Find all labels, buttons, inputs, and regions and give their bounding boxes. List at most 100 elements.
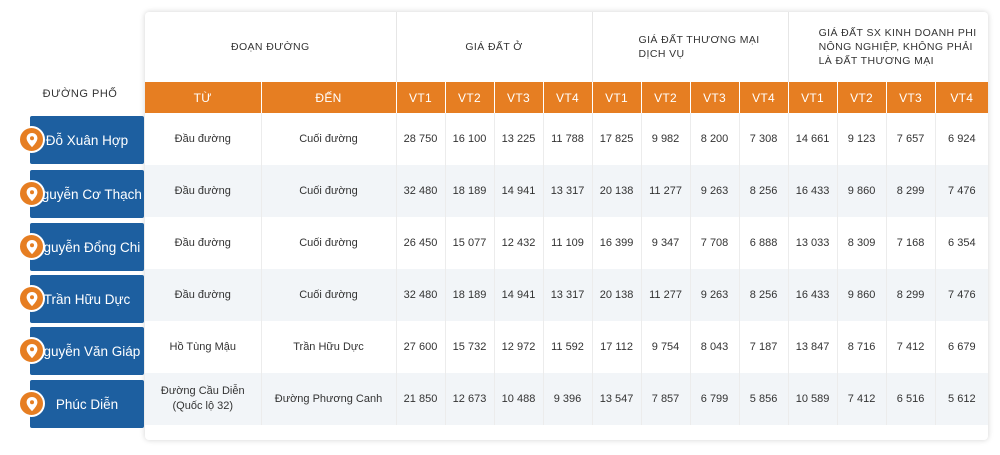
cell-price: 6 888 [738, 217, 789, 269]
street-pill: Đỗ Xuân Hợp [18, 116, 148, 164]
cell-tu: Đầu đường [174, 236, 231, 249]
header-vt: VT3 [689, 82, 740, 113]
cell-price: 13 317 [542, 165, 593, 217]
cell-price: 9 123 [836, 113, 887, 165]
cell-price: 17 825 [591, 113, 642, 165]
cell-price: 16 433 [787, 165, 838, 217]
cell-price: 12 972 [493, 321, 543, 373]
table-row: Đầu đường Cuối đường 32 480 18 189 14 941 13 … [145, 165, 989, 217]
header-doan-duong: ĐOẠN ĐƯỜNG [230, 41, 310, 53]
street-pill: Nguyễn Đổng Chi [18, 223, 148, 271]
cell-price: 13 225 [493, 113, 543, 165]
table-row: Đầu đường Cuối đường 32 480 18 189 14 941 13 … [145, 269, 989, 321]
map-pin-icon [18, 126, 45, 153]
map-pin-icon [18, 233, 45, 260]
street-pill: Trần Hữu Dực [18, 275, 148, 323]
cell-price: 11 592 [542, 321, 593, 373]
cell-tu: Đường Cầu Diễn (Quốc lộ 32) [145, 373, 261, 425]
cell-price: 7 857 [640, 373, 691, 425]
cell-price: 6 799 [689, 373, 740, 425]
cell-tu: Đầu đường [145, 165, 261, 217]
cell-price: 11 277 [640, 269, 691, 321]
header-vt: VT1 [395, 82, 445, 113]
table-row: Đầu đường Cuối đường 28 750 16 100 13 225 11 … [145, 113, 989, 165]
street-name: Phúc Diễn [30, 380, 144, 428]
map-pin-icon [18, 285, 45, 312]
table-row: Đầu đường Cuối đường 26 450 15 077 12 432 11 … [145, 217, 989, 269]
cell-price: 9 860 [836, 269, 887, 321]
cell-den: Trần Hữu Dực [260, 321, 396, 373]
cell-price: 13 033 [787, 217, 838, 269]
header-gia-dat-o: GIÁ ĐẤT Ở [395, 12, 593, 82]
header-vt: VT1 [787, 82, 838, 113]
cell-price: 5 612 [934, 373, 989, 425]
cell-price: 13 317 [542, 269, 593, 321]
header-vt: VT3 [493, 82, 543, 113]
cell-price: 7 476 [934, 269, 989, 321]
cell-price: 8 200 [689, 113, 740, 165]
cell-price: 9 754 [640, 321, 691, 373]
cell-price: 11 788 [542, 113, 593, 165]
street-pill: Nguyễn Văn Giáp [18, 327, 148, 375]
header-vt: VT4 [542, 82, 593, 113]
cell-price: 7 412 [885, 321, 936, 373]
cell-price: 9 860 [836, 165, 887, 217]
cell-price: 7 168 [885, 217, 936, 269]
cell-price: 13 547 [591, 373, 642, 425]
cell-price: 11 109 [542, 217, 593, 269]
cell-price: 10 589 [787, 373, 838, 425]
cell-price: 9 396 [542, 373, 593, 425]
cell-price: 8 256 [738, 269, 789, 321]
cell-price: 6 679 [934, 321, 989, 373]
cell-price: 20 138 [591, 165, 642, 217]
header-vt: VT3 [885, 82, 936, 113]
header-vt: VT2 [640, 82, 691, 113]
cell-price: 18 189 [444, 165, 494, 217]
cell-price: 7 412 [836, 373, 887, 425]
cell-price: 6 354 [934, 217, 989, 269]
cell-price: 11 277 [640, 165, 691, 217]
header-den: ĐẾN [260, 82, 396, 113]
header-sx-kinh-doanh: GIÁ ĐẤT SX KINH DOANH PHI NÔNG NGHIỆP, K… [787, 12, 989, 82]
cell-price: 9 347 [640, 217, 691, 269]
cell-price: 9 982 [640, 113, 691, 165]
cell-price: 15 077 [444, 217, 494, 269]
cell-price: 17 112 [591, 321, 642, 373]
cell-price: 6 924 [934, 113, 989, 165]
cell-price: 13 847 [787, 321, 838, 373]
cell-den: Cuối đường [260, 165, 396, 217]
cell-price: 8 309 [836, 217, 887, 269]
cell-den: Cuối đường [260, 113, 396, 165]
map-pin-icon [18, 337, 45, 364]
cell-price: 7 187 [738, 321, 789, 373]
cell-price: 6 516 [885, 373, 936, 425]
header-vt: VT4 [934, 82, 989, 113]
cell-price: 5 856 [738, 373, 789, 425]
header-tu: TỪ [145, 82, 261, 113]
header-vt: VT4 [738, 82, 789, 113]
cell-price: 32 480 [395, 165, 445, 217]
cell-price: 8 716 [836, 321, 887, 373]
header-vt: VT1 [591, 82, 642, 113]
cell-price: 16 433 [787, 269, 838, 321]
street-pill: Nguyễn Cơ Thạch [18, 170, 148, 218]
cell-price: 14 661 [787, 113, 838, 165]
cell-price: 7 476 [934, 165, 989, 217]
street-name: Nguyễn Cơ Thạch [30, 170, 144, 218]
street-name: Đỗ Xuân Hợp [30, 116, 144, 164]
cell-price: 9 263 [689, 269, 740, 321]
cell-price: 8 299 [885, 269, 936, 321]
cell-price: 32 480 [395, 269, 445, 321]
cell-price: 27 600 [395, 321, 445, 373]
cell-price: 26 450 [395, 217, 445, 269]
land-price-table: ĐOẠN ĐƯỜNG GIÁ ĐẤT Ở GIÁ ĐẤT THƯƠNG MẠI … [145, 12, 989, 425]
street-name: Nguyễn Văn Giáp [30, 327, 144, 375]
map-pin-icon [18, 390, 45, 417]
cell-price: 16 399 [591, 217, 642, 269]
cell-tu: Đầu đường [174, 132, 231, 145]
cell-price: 18 189 [444, 269, 494, 321]
cell-price: 16 100 [444, 113, 494, 165]
cell-price: 10 488 [493, 373, 543, 425]
cell-tu: Đầu đường [145, 269, 261, 321]
header-vt: VT2 [444, 82, 494, 113]
